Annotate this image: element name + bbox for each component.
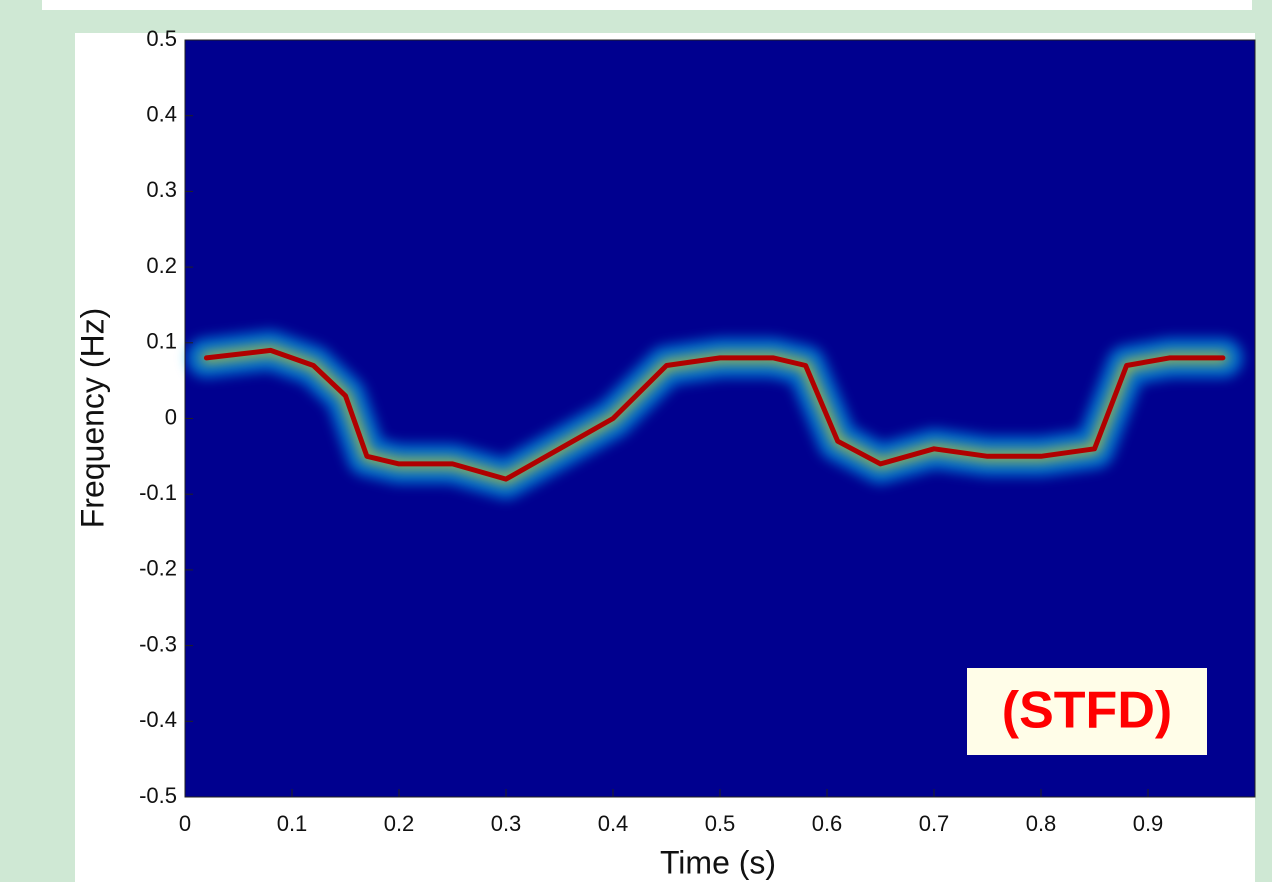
y-tick-label: -0.5	[139, 783, 177, 808]
x-axis-label: Time (s)	[660, 844, 776, 880]
x-tick-label: 0.2	[384, 811, 415, 836]
x-tick-label: 0	[179, 811, 191, 836]
y-tick-label: -0.4	[139, 707, 177, 732]
x-tick-label: 0.5	[705, 811, 736, 836]
annotation: (STFD)	[1002, 682, 1172, 740]
y-axis-label: Frequency (Hz)	[74, 308, 110, 529]
y-tick-label: 0	[165, 404, 177, 429]
top-strip	[42, 0, 1252, 10]
x-tick-label: 0.6	[812, 811, 843, 836]
y-tick-label: -0.3	[139, 631, 177, 656]
y-tick-label: 0.4	[146, 102, 177, 127]
x-tick-label: 0.3	[491, 811, 522, 836]
y-tick-label: 0.1	[146, 329, 177, 354]
x-tick-label: 0.7	[919, 811, 950, 836]
y-tick-label: -0.2	[139, 556, 177, 581]
x-tick-label: 0.1	[277, 811, 308, 836]
annotation-box	[967, 668, 1207, 755]
y-tick-label: 0.3	[146, 177, 177, 202]
x-tick-label: 0.8	[1026, 811, 1057, 836]
x-tick-label: 0.4	[598, 811, 629, 836]
y-tick-label: 0.2	[146, 253, 177, 278]
ridge-line	[203, 347, 1226, 482]
x-tick-label: 0.9	[1133, 811, 1164, 836]
y-tick-label: 0.5	[146, 26, 177, 51]
y-tick-label: -0.1	[139, 480, 177, 505]
